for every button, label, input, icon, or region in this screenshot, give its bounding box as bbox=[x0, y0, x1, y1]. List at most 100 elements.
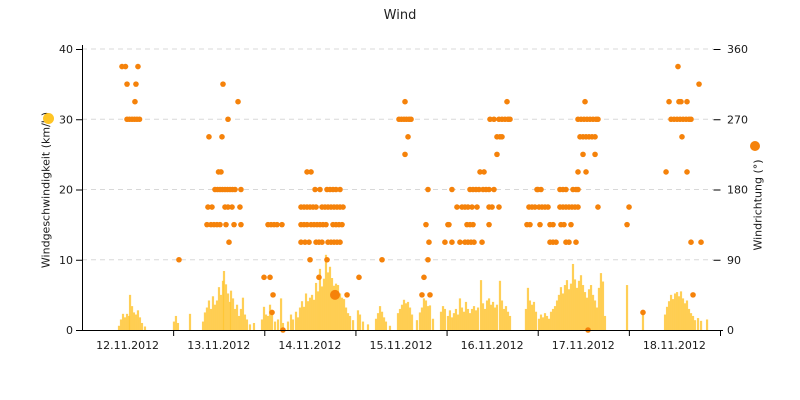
wind-speed-bar bbox=[539, 314, 543, 330]
wind-speed-bar bbox=[595, 307, 599, 330]
wind-speed-bar bbox=[687, 308, 691, 330]
wind-direction-dot bbox=[481, 169, 487, 175]
wind-speed-bar bbox=[681, 298, 685, 330]
wind-direction-dot bbox=[592, 134, 598, 140]
wind-speed-bar bbox=[431, 318, 435, 330]
wind-speed-bar bbox=[559, 287, 563, 330]
wind-speed-bar bbox=[625, 285, 629, 330]
wind-speed-bar bbox=[567, 289, 571, 330]
wind-speed-bar bbox=[541, 317, 545, 330]
wind-direction-dot bbox=[219, 134, 225, 140]
y-right-axis-title: Windrichtung (°) bbox=[751, 159, 765, 251]
wind-direction-dot bbox=[122, 63, 129, 70]
y-left-tick-label: 30 bbox=[59, 113, 73, 126]
wind-direction-dot bbox=[402, 98, 408, 105]
wind-direction-dot bbox=[688, 239, 694, 245]
wind-speed-bar bbox=[330, 278, 334, 330]
wind-direction-dot bbox=[640, 309, 646, 316]
wind-speed-bar bbox=[302, 306, 306, 330]
wind-speed-bar bbox=[424, 300, 428, 330]
wind-direction-dot bbox=[333, 186, 339, 193]
wind-direction-dot bbox=[317, 186, 323, 193]
wind-direction-dot bbox=[595, 204, 601, 210]
wind-speed-bar bbox=[456, 314, 460, 330]
wind-speed-bar bbox=[404, 303, 408, 330]
wind-speed-bar bbox=[306, 301, 310, 330]
wind-speed-bar bbox=[203, 312, 207, 330]
wind-speed-bar bbox=[174, 315, 178, 330]
wind-direction-dot bbox=[563, 186, 569, 193]
wind-direction-dot bbox=[237, 204, 243, 210]
wind-direction-dot bbox=[486, 186, 492, 193]
wind-direction-dot bbox=[471, 239, 477, 245]
wind-direction-dot bbox=[573, 239, 579, 245]
wind-speed-bar bbox=[587, 289, 591, 330]
wind-speed-bar bbox=[667, 301, 671, 330]
wind-direction-dot bbox=[223, 221, 229, 228]
wind-speed-bar bbox=[641, 311, 645, 330]
wind-speed-bar bbox=[561, 293, 565, 330]
wind-direction-dot bbox=[504, 98, 510, 105]
wind-direction-dot bbox=[133, 81, 139, 87]
wind-speed-bar bbox=[549, 311, 553, 330]
wind-speed-bar bbox=[344, 307, 348, 330]
wind-direction-dot bbox=[176, 256, 182, 263]
wind-speed-bar bbox=[603, 315, 607, 330]
wind-speed-bar bbox=[441, 306, 445, 330]
wind-direction-dot bbox=[232, 186, 238, 193]
wind-speed-bar bbox=[460, 307, 464, 330]
wind-direction-dot bbox=[238, 186, 244, 193]
wind-speed-bar bbox=[209, 308, 213, 330]
wind-speed-bar bbox=[400, 304, 404, 330]
wind-direction-dot bbox=[220, 81, 226, 87]
x-axis-date-label: 17.11.2012 bbox=[552, 339, 615, 352]
wind-direction-dot bbox=[339, 221, 345, 228]
wind-direction-dot bbox=[217, 221, 223, 228]
wind-speed-bar bbox=[537, 318, 541, 330]
wind-speed-bar bbox=[418, 312, 422, 330]
wind-direction-dot bbox=[402, 151, 408, 158]
wind-speed-bar bbox=[563, 285, 567, 330]
wind-speed-bar bbox=[450, 317, 454, 330]
wind-speed-bar bbox=[555, 300, 559, 330]
wind-direction-dot bbox=[337, 239, 343, 245]
wind-direction-dot bbox=[446, 221, 452, 228]
wind-speed-bar bbox=[241, 297, 245, 330]
wind-direction-dot bbox=[405, 134, 411, 140]
wind-speed-bar bbox=[489, 304, 493, 330]
wind-speed-bar bbox=[252, 322, 256, 330]
wind-speed-bar bbox=[597, 287, 601, 330]
wind-speed-bar bbox=[466, 308, 470, 330]
wind-direction-dot bbox=[675, 63, 681, 70]
y-left-tick-label: 0 bbox=[66, 324, 73, 337]
wind-speed-bar bbox=[316, 291, 320, 330]
wind-speed-bar bbox=[336, 285, 340, 330]
wind-speed-bar bbox=[575, 287, 579, 330]
wind-direction-dot bbox=[545, 204, 551, 210]
wind-speed-bar bbox=[504, 306, 508, 330]
wind-direction-dot bbox=[457, 239, 463, 245]
wind-speed-bar bbox=[468, 313, 472, 330]
wind-speed-bar bbox=[565, 280, 569, 330]
wind-speed-bar bbox=[545, 315, 549, 330]
wind-direction-dot bbox=[537, 221, 543, 228]
wind-direction-dot bbox=[270, 292, 276, 298]
wind-direction-dot bbox=[229, 204, 235, 210]
wind-direction-dot bbox=[696, 81, 702, 87]
wind-speed-bar bbox=[500, 300, 504, 330]
wind-speed-bar bbox=[243, 314, 247, 330]
wind-speed-bar bbox=[398, 308, 402, 330]
y-right-tick-label: 0 bbox=[727, 324, 734, 337]
wind-speed-bar bbox=[138, 317, 142, 330]
wind-direction-dot bbox=[479, 239, 485, 245]
wind-speed-bar bbox=[553, 306, 557, 330]
wind-speed-bar bbox=[334, 283, 338, 330]
wind-speed-bar bbox=[320, 286, 324, 330]
wind-direction-dot bbox=[426, 239, 432, 245]
x-axis-date-label: 13.11.2012 bbox=[187, 339, 250, 352]
wind-speed-bar bbox=[132, 312, 136, 330]
wind-direction-dot bbox=[486, 221, 492, 228]
wind-direction-dot bbox=[566, 239, 572, 245]
wind-speed-bar bbox=[534, 311, 538, 330]
wind-speed-bar bbox=[382, 317, 386, 330]
